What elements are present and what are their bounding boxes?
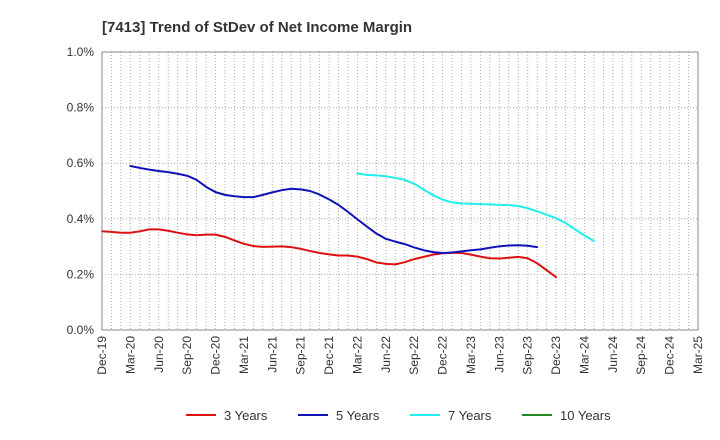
- x-tick-label: Sep-20: [180, 336, 194, 375]
- chart-title: [7413] Trend of StDev of Net Income Marg…: [102, 19, 412, 36]
- x-tick-label: Mar-23: [464, 336, 478, 374]
- plot-frame: [101, 51, 699, 331]
- y-tick-label: 0.4%: [67, 212, 95, 226]
- x-tick-label: Sep-23: [521, 336, 535, 375]
- x-tick-label: Mar-21: [237, 336, 251, 374]
- x-tick-label: Jun-20: [152, 336, 166, 373]
- legend-label: 7 Years: [448, 408, 492, 423]
- x-tick-label: Dec-22: [436, 336, 450, 375]
- y-tick-label: 0.6%: [67, 156, 95, 170]
- x-tick-label: Dec-21: [322, 336, 336, 375]
- x-tick-label: Mar-22: [350, 336, 364, 374]
- series-lines: [101, 164, 595, 279]
- x-tick-label: Mar-25: [691, 336, 705, 374]
- x-tick-label: Mar-20: [123, 336, 137, 374]
- x-tick-label: Mar-24: [577, 336, 591, 374]
- legend: 3 Years 5 Years 7 Years 10 Years: [186, 408, 611, 423]
- x-tick-label: Jun-23: [492, 336, 506, 373]
- x-tick-label: Dec-24: [663, 336, 677, 375]
- legend-label: 10 Years: [560, 408, 611, 423]
- legend-label: 5 Years: [336, 408, 380, 423]
- y-axis-ticks: 0.0% 0.2% 0.4% 0.6% 0.8% 1.0%: [67, 45, 95, 337]
- x-tick-label: Dec-23: [549, 336, 563, 375]
- x-tick-label: Jun-24: [606, 336, 620, 373]
- x-tick-label: Jun-22: [379, 336, 393, 373]
- series-line-5-years: [129, 164, 539, 254]
- series-line-7-years: [356, 172, 595, 243]
- x-tick-label: Sep-21: [294, 336, 308, 375]
- series-line-3-years: [101, 228, 558, 279]
- x-tick-label: Sep-24: [634, 336, 648, 375]
- x-tick-label: Dec-19: [95, 336, 109, 375]
- x-axis-ticks: Dec-19 Mar-20 Jun-20 Sep-20 Dec-20 Mar-21 Jun-…: [95, 336, 705, 375]
- y-tick-label: 1.0%: [67, 45, 95, 59]
- y-tick-label: 0.0%: [67, 323, 95, 337]
- x-tick-label: Jun-21: [265, 336, 279, 373]
- legend-label: 3 Years: [224, 408, 268, 423]
- x-tick-label: Sep-22: [407, 336, 421, 375]
- y-tick-label: 0.8%: [67, 101, 95, 115]
- y-tick-label: 0.2%: [67, 267, 95, 281]
- x-tick-label: Dec-20: [209, 336, 223, 375]
- grid: [102, 52, 698, 330]
